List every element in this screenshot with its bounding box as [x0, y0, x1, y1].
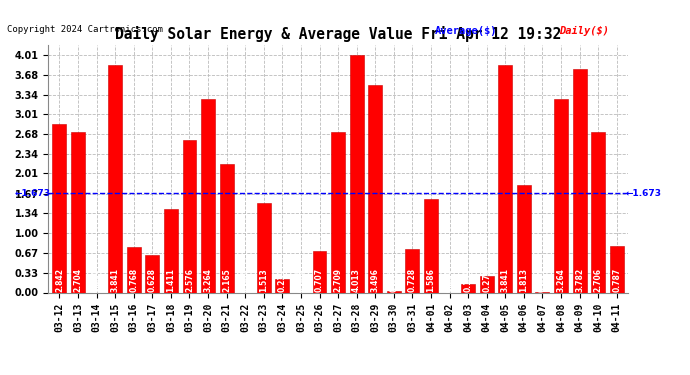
- Bar: [554, 99, 568, 292]
- Text: ←1.673: ←1.673: [626, 189, 662, 198]
- Text: 0.768: 0.768: [129, 268, 138, 292]
- Text: 0.707: 0.707: [315, 268, 324, 292]
- Title: Daily Solar Energy & Average Value Fri Apr 12 19:32: Daily Solar Energy & Average Value Fri A…: [115, 27, 561, 42]
- Bar: [127, 247, 141, 292]
- Bar: [275, 279, 289, 292]
- Bar: [71, 132, 85, 292]
- Bar: [610, 246, 624, 292]
- Text: 0.000: 0.000: [92, 268, 101, 292]
- Bar: [498, 65, 512, 292]
- Text: 0.276: 0.276: [482, 268, 491, 292]
- Text: 0.231: 0.231: [278, 268, 287, 292]
- Text: 0.628: 0.628: [148, 268, 157, 292]
- Bar: [164, 209, 178, 292]
- Text: 1.586: 1.586: [426, 268, 435, 292]
- Bar: [591, 132, 605, 292]
- Text: 1.813: 1.813: [520, 268, 529, 292]
- Text: 2.704: 2.704: [74, 268, 83, 292]
- Text: 0.728: 0.728: [408, 268, 417, 292]
- Bar: [146, 255, 159, 292]
- Text: 0.000: 0.000: [241, 268, 250, 292]
- Bar: [461, 284, 475, 292]
- Bar: [257, 203, 270, 292]
- Text: 0.011: 0.011: [538, 268, 547, 292]
- Text: Copyright 2024 Cartronics.com: Copyright 2024 Cartronics.com: [7, 25, 163, 34]
- Text: Average($): Average($): [435, 26, 497, 36]
- Text: 3.841: 3.841: [110, 268, 119, 292]
- Bar: [387, 291, 401, 292]
- Text: 3.841: 3.841: [501, 268, 510, 292]
- Bar: [219, 164, 234, 292]
- Bar: [480, 276, 493, 292]
- Text: 1.513: 1.513: [259, 268, 268, 292]
- Text: 3.496: 3.496: [371, 268, 380, 292]
- Bar: [424, 199, 438, 292]
- Text: 3.264: 3.264: [557, 268, 566, 292]
- Bar: [201, 99, 215, 292]
- Text: 2.706: 2.706: [593, 268, 602, 292]
- Text: 2.576: 2.576: [185, 268, 194, 292]
- Text: 3.264: 3.264: [204, 268, 213, 292]
- Text: 4.013: 4.013: [352, 268, 361, 292]
- Bar: [331, 132, 345, 292]
- Bar: [350, 55, 364, 292]
- Bar: [183, 140, 197, 292]
- Bar: [368, 86, 382, 292]
- Bar: [517, 185, 531, 292]
- Text: ←1.673: ←1.673: [14, 189, 50, 198]
- Text: 0.000: 0.000: [445, 268, 454, 292]
- Text: 0.000: 0.000: [297, 268, 306, 292]
- Bar: [313, 251, 326, 292]
- Text: 2.165: 2.165: [222, 268, 231, 292]
- Text: 2.709: 2.709: [333, 268, 343, 292]
- Text: 2.842: 2.842: [55, 268, 64, 292]
- Bar: [406, 249, 420, 292]
- Text: 0.033: 0.033: [389, 268, 398, 292]
- Text: 3.782: 3.782: [575, 268, 584, 292]
- Text: 0.787: 0.787: [612, 268, 621, 292]
- Bar: [573, 69, 586, 292]
- Bar: [52, 124, 66, 292]
- Text: 0.139: 0.139: [464, 268, 473, 292]
- Bar: [108, 65, 122, 292]
- Text: 1.411: 1.411: [166, 268, 175, 292]
- Text: Daily($): Daily($): [559, 26, 609, 36]
